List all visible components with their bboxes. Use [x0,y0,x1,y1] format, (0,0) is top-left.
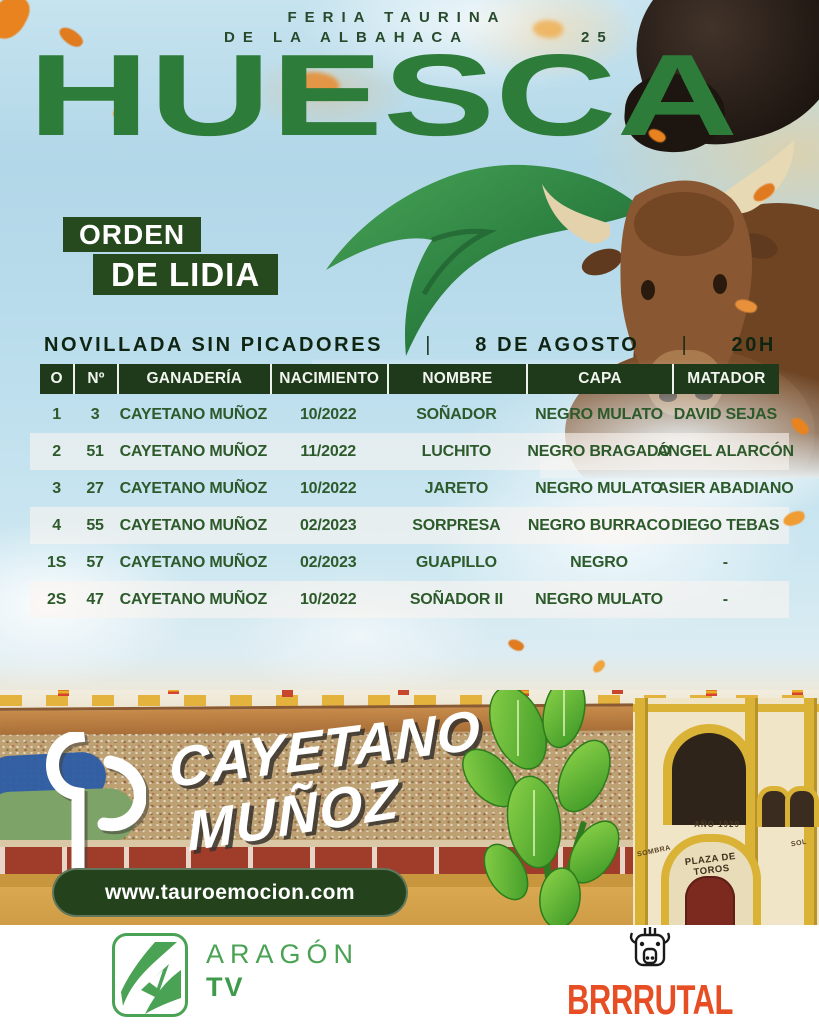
table-header-cell: O [50,370,63,387]
flag-icon [706,690,717,696]
confetti-petal [590,658,608,675]
table-cell: 1 [52,405,61,423]
table-cell: ÁNGEL ALARCÓN [656,442,794,460]
event-date-label: 8 DE AGOSTO [475,334,640,356]
table-cell: DAVID SEJAS [673,405,778,423]
table-cell: NEGRO MULATO [535,405,663,423]
website-link[interactable]: www.tauroemocion.com [52,868,408,917]
brrrutal-logo: BRRRUTAL ¡QUÉ BAR-BARIDAD! [560,925,740,1024]
table-cell: JARETO [424,479,489,497]
table-cell: NEGRO MULATO [535,590,663,608]
confetti-petal [781,509,807,528]
cm-monogram-logo [46,732,146,872]
separator: | [425,334,434,356]
table-cell: 55 [86,516,104,534]
table-row: 3 27 CAYETANO MUÑOZ 10/2022 JARETO NEGRO MULA… [40,470,794,507]
aragon-tv-label: TV [206,972,245,1002]
table-row: 1S 57 CAYETANO MUÑOZ 02/2023 GUAPILLO NEGRO - [40,544,779,581]
table-cell: 2 [52,442,61,460]
svg-text:HUESCA: HUESCA [28,40,738,152]
event-info-line: NOVILLADA SIN PICADORES | 8 DE AGOSTO | … [44,334,776,357]
basil-plant-illustration [462,690,620,925]
table-cell: GUAPILLO [415,553,497,571]
brrrutal-wordmark: BRRRUTAL [567,976,733,1024]
table-cell: 3 [52,479,61,497]
pretitle-line1: FERIA TAURINA [287,9,507,26]
table-row: 4 55 CAYETANO MUÑOZ 02/2023 SORPRESA NEGRO BU… [40,507,780,544]
table-cell: LUCHITO [421,442,492,460]
flag-icon [792,690,803,695]
table-cell: CAYETANO MUÑOZ [119,479,268,497]
badge-orden: ORDEN [63,217,202,252]
plaza-facade: AÑO 1929 SOL SOMBRA PLAZA DE TOROS [633,698,819,925]
badge-de-lidia: DE LIDIA [93,254,279,295]
event-time-label: 20H [731,334,776,356]
confetti-petal [506,636,526,654]
table-header-cell: GANADERÍA [116,364,270,394]
facade-main-gate: PLAZA DE TOROS [661,834,761,925]
table-cell: 02/2023 [299,553,357,571]
table-cell: 10/2022 [299,405,357,423]
table-header-cell: NACIMIENTO [269,364,387,394]
lidia-table-rows: 1 3 CAYETANO MUÑOZ 10/2022 SOÑADOR NEGRO MULA… [40,396,794,618]
table-cell: 10/2022 [299,479,357,497]
table-row: 2 51 CAYETANO MUÑOZ 11/2022 LUCHITO NEGRO BRA… [40,433,794,470]
table-cell: NEGRO BURRACO [527,516,671,534]
table-cell: NEGRO [570,553,628,571]
title-huesca: HUESCA [28,40,738,152]
confetti-petal [531,17,565,41]
table-cell: CAYETANO MUÑOZ [119,553,268,571]
facade-trim [633,704,819,712]
confetti-petal [0,0,35,46]
table-cell: SORPRESA [412,516,501,534]
table-cell: 51 [86,442,104,460]
flag-icon [58,690,69,696]
table-cell: CAYETANO MUÑOZ [119,516,268,534]
table-cell: 02/2023 [299,516,357,534]
aragon-tv-logo: ARAGÓN TV [112,933,359,1017]
separator: | [681,334,690,356]
plaza-collage: AÑO 1929 SOL SOMBRA PLAZA DE TOROS CAYET… [0,690,819,925]
table-cell: CAYETANO MUÑOZ [119,442,268,460]
table-cell: CAYETANO MUÑOZ [119,590,268,608]
table-cell: 11/2022 [300,442,356,460]
table-cell: NEGRO MULATO [535,479,663,497]
facade-year: AÑO 1929 [694,820,740,829]
sponsor-footer: ARAGÓN TV BRRRUTAL ¡QUÉ BAR-BARIDAD! [0,925,819,1024]
table-cell: ASIER ABADIANO [657,479,794,497]
table-cell: 1S [47,553,67,571]
brrrutal-bull-icon [629,927,671,967]
table-header-cell: CAPA [526,364,672,394]
table-row: 2S 47 CAYETANO MUÑOZ 10/2022 SOÑADOR II NEGRO… [40,581,779,618]
table-cell: 3 [90,405,100,423]
table-row: 1 3 CAYETANO MUÑOZ 10/2022 SOÑADOR NEGRO MULA… [40,396,779,433]
flag-icon [398,690,409,695]
table-cell: CAYETANO MUÑOZ [119,405,268,423]
lidia-table-header: O Nº GANADERÍA NACIMIENTO NOMBRE CAPA MATADOR [40,364,779,394]
table-cell: - [722,590,728,608]
table-cell: - [722,553,728,571]
table-header-cell: NOMBRE [386,364,527,394]
flag-icon [168,690,179,694]
table-cell: DIEGO TEBAS [671,516,780,534]
table-cell: 2S [47,590,67,608]
flag-icon [282,690,293,697]
table-cell: SOÑADOR [416,405,497,423]
table-header-cell: Nº [73,364,117,394]
table-cell: 10/2022 [299,590,357,608]
aragon-tv-icon [112,933,188,1017]
table-cell: 57 [86,553,104,571]
table-header-cell: MATADOR [671,364,779,394]
gate-doors [685,876,735,925]
facade-upper-arch [663,724,755,825]
facade-side-arch [785,786,819,827]
aragon-name: ARAGÓN [206,939,360,969]
event-type-label: NOVILLADA SIN PICADORES [44,334,384,356]
table-cell: 47 [86,590,104,608]
table-cell: SOÑADOR II [409,590,503,608]
table-cell: 27 [86,479,104,497]
table-cell: 4 [52,516,61,534]
table-cell: NEGRO BRAGADO [527,442,671,460]
